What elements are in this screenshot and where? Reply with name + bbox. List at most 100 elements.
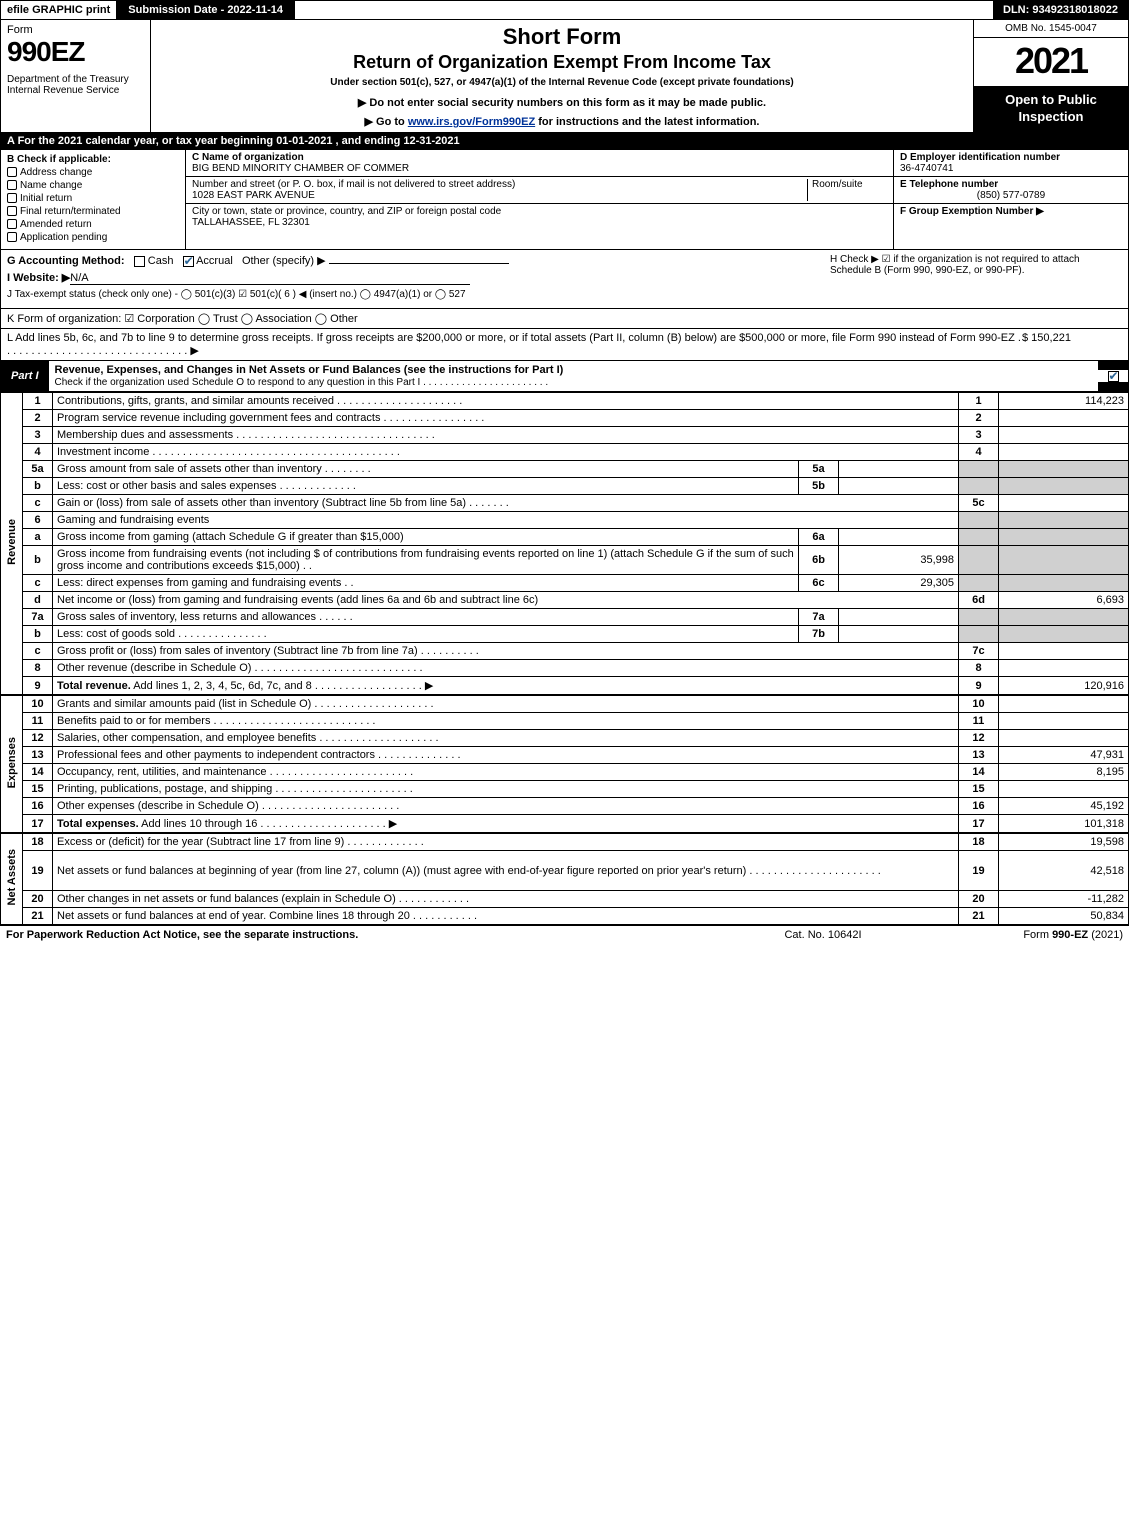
line-ref: 2 bbox=[959, 410, 999, 427]
form-word: Form bbox=[7, 24, 144, 36]
irs-link[interactable]: www.irs.gov/Form990EZ bbox=[408, 116, 535, 128]
line-ref: 15 bbox=[959, 781, 999, 798]
grey-cell bbox=[999, 478, 1129, 495]
accrual-checkbox[interactable] bbox=[183, 256, 194, 267]
form-number: 990EZ bbox=[7, 36, 144, 68]
line-ref: 6d bbox=[959, 592, 999, 609]
line-amount bbox=[999, 495, 1129, 512]
dln-label: DLN: 93492318018022 bbox=[993, 1, 1128, 19]
expenses-table: Expenses10Grants and similar amounts pai… bbox=[0, 695, 1129, 833]
line-number: 10 bbox=[23, 696, 53, 713]
line-amount: 19,598 bbox=[999, 834, 1129, 851]
line-amount bbox=[999, 696, 1129, 713]
line-desc: Net income or (loss) from gaming and fun… bbox=[53, 592, 959, 609]
grey-cell bbox=[959, 512, 999, 529]
line-l: L Add lines 5b, 6c, and 7b to line 9 to … bbox=[0, 329, 1129, 361]
netassets-table: Net Assets18Excess or (deficit) for the … bbox=[0, 833, 1129, 925]
page-footer: For Paperwork Reduction Act Notice, see … bbox=[0, 925, 1129, 944]
line-number: 20 bbox=[23, 891, 53, 908]
line-desc: Total revenue. Add lines 1, 2, 3, 4, 5c,… bbox=[53, 677, 959, 695]
header-right: OMB No. 1545-0047 2021 Open to Public In… bbox=[973, 20, 1128, 132]
line-ref: 18 bbox=[959, 834, 999, 851]
chk-name[interactable]: Name change bbox=[7, 180, 179, 191]
section-label: Expenses bbox=[1, 696, 23, 833]
line-amount: 120,916 bbox=[999, 677, 1129, 695]
line-ref: 8 bbox=[959, 660, 999, 677]
chk-final[interactable]: Final return/terminated bbox=[7, 206, 179, 217]
grey-cell bbox=[959, 609, 999, 626]
chk-pending[interactable]: Application pending bbox=[7, 232, 179, 243]
group-label: F Group Exemption Number ▶ bbox=[900, 206, 1044, 217]
line-number: 8 bbox=[23, 660, 53, 677]
c-name-label: C Name of organization bbox=[192, 152, 304, 163]
line-number: 4 bbox=[23, 444, 53, 461]
line-number: 2 bbox=[23, 410, 53, 427]
city-label: City or town, state or province, country… bbox=[192, 206, 501, 217]
section-label: Revenue bbox=[1, 393, 23, 695]
subline-label: 6c bbox=[799, 575, 839, 592]
line-amount: 50,834 bbox=[999, 908, 1129, 925]
line-amount: 101,318 bbox=[999, 815, 1129, 833]
part-i-header: Part I Revenue, Expenses, and Changes in… bbox=[0, 361, 1129, 392]
line-ref: 21 bbox=[959, 908, 999, 925]
goto-line: ▶ Go to www.irs.gov/Form990EZ for instru… bbox=[159, 115, 965, 128]
footer-right: Form 990-EZ (2021) bbox=[923, 929, 1123, 941]
info-block: G Accounting Method: Cash Accrual Other … bbox=[0, 250, 1129, 309]
chk-address[interactable]: Address change bbox=[7, 167, 179, 178]
line-ref: 12 bbox=[959, 730, 999, 747]
header-left: Form 990EZ Department of the Treasury In… bbox=[1, 20, 151, 132]
line-desc: Net assets or fund balances at beginning… bbox=[53, 851, 959, 891]
open-inspection: Open to Public Inspection bbox=[974, 86, 1128, 132]
line-amount: 6,693 bbox=[999, 592, 1129, 609]
line-number: 5a bbox=[23, 461, 53, 478]
tel-value: (850) 577-0789 bbox=[900, 190, 1122, 201]
line-amount: -11,282 bbox=[999, 891, 1129, 908]
ssn-warning: ▶ Do not enter social security numbers o… bbox=[159, 96, 965, 109]
subline-value: 29,305 bbox=[839, 575, 959, 592]
line-desc: Gross profit or (loss) from sales of inv… bbox=[53, 643, 959, 660]
section-b-head: B Check if applicable: bbox=[7, 154, 179, 165]
subline-value bbox=[839, 461, 959, 478]
cash-checkbox[interactable] bbox=[134, 256, 145, 267]
line-desc: Excess or (deficit) for the year (Subtra… bbox=[53, 834, 959, 851]
line-number: d bbox=[23, 592, 53, 609]
line-desc: Less: direct expenses from gaming and fu… bbox=[53, 575, 799, 592]
grey-cell bbox=[999, 626, 1129, 643]
revenue-table: Revenue1Contributions, gifts, grants, an… bbox=[0, 392, 1129, 695]
section-b: B Check if applicable: Address change Na… bbox=[1, 150, 186, 249]
subline-label: 7a bbox=[799, 609, 839, 626]
part-i-checkbox[interactable] bbox=[1108, 371, 1119, 382]
grey-cell bbox=[959, 529, 999, 546]
line-ref: 16 bbox=[959, 798, 999, 815]
line-number: c bbox=[23, 575, 53, 592]
line-amount bbox=[999, 660, 1129, 677]
line-desc: Benefits paid to or for members . . . . … bbox=[53, 713, 959, 730]
part-i-label: Part I bbox=[1, 367, 49, 385]
subline-label: 6b bbox=[799, 546, 839, 575]
line-number: b bbox=[23, 626, 53, 643]
line-desc: Investment income . . . . . . . . . . . … bbox=[53, 444, 959, 461]
line-amount: 47,931 bbox=[999, 747, 1129, 764]
grey-cell bbox=[999, 512, 1129, 529]
line-number: c bbox=[23, 643, 53, 660]
under-section: Under section 501(c), 527, or 4947(a)(1)… bbox=[159, 77, 965, 88]
line-desc: Total expenses. Add lines 10 through 16 … bbox=[53, 815, 959, 833]
line-ref: 17 bbox=[959, 815, 999, 833]
goto-pre: ▶ Go to bbox=[365, 116, 408, 128]
line-ref: 4 bbox=[959, 444, 999, 461]
tax-year: 2021 bbox=[974, 38, 1128, 86]
line-desc: Gross sales of inventory, less returns a… bbox=[53, 609, 799, 626]
line-number: 14 bbox=[23, 764, 53, 781]
row-a: A For the 2021 calendar year, or tax yea… bbox=[0, 133, 1129, 150]
line-number: 15 bbox=[23, 781, 53, 798]
subline-value: 35,998 bbox=[839, 546, 959, 575]
grey-cell bbox=[999, 529, 1129, 546]
grey-cell bbox=[959, 575, 999, 592]
line-number: a bbox=[23, 529, 53, 546]
line-l-text: L Add lines 5b, 6c, and 7b to line 9 to … bbox=[7, 332, 1022, 357]
subline-label: 6a bbox=[799, 529, 839, 546]
chk-initial[interactable]: Initial return bbox=[7, 193, 179, 204]
chk-amended[interactable]: Amended return bbox=[7, 219, 179, 230]
line-amount bbox=[999, 410, 1129, 427]
website-value: N/A bbox=[70, 272, 470, 285]
